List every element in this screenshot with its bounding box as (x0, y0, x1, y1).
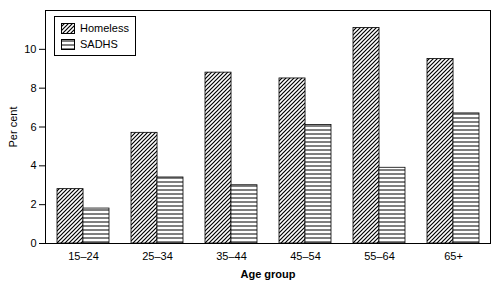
svg-text:6: 6 (30, 121, 36, 133)
svg-text:10: 10 (24, 43, 36, 55)
svg-text:Age group: Age group (241, 268, 296, 280)
svg-text:Per cent: Per cent (7, 107, 19, 148)
svg-text:55–64: 55–64 (364, 250, 395, 262)
svg-text:4: 4 (30, 159, 36, 171)
svg-text:35–44: 35–44 (216, 250, 247, 262)
svg-text:25–34: 25–34 (142, 250, 173, 262)
svg-text:45–54: 45–54 (290, 250, 321, 262)
html-text:Homeless: Homeless (80, 22, 129, 34)
svg-text:8: 8 (30, 82, 36, 94)
html-text:SADHS: SADHS (80, 38, 118, 50)
svg-text:65+: 65+ (444, 250, 463, 262)
svg-text:0: 0 (30, 237, 36, 249)
svg-text:15–24: 15–24 (68, 250, 99, 262)
svg-text:2: 2 (30, 198, 36, 210)
